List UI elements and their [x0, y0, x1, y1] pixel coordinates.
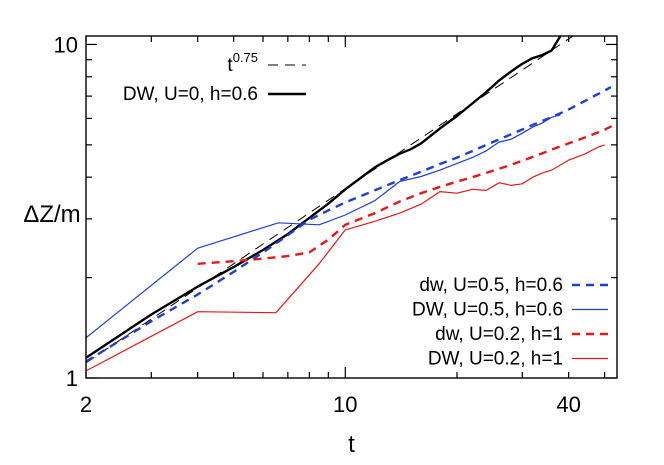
tick-labels: 2 10 40 1 10	[54, 32, 581, 417]
tick-marks	[85, 36, 617, 379]
x-axis-label: t	[348, 431, 355, 458]
legend-top: t0.75 DW, U=0, h=0.6	[123, 50, 306, 105]
y-tick-label: 1	[66, 366, 78, 391]
legend-bottom: dw, U=0.5, h=0.6 DW, U=0.5, h=0.6 dw, U=0.…	[412, 275, 608, 370]
legend-label: DW, U=0.2, h=1	[428, 349, 563, 370]
series-line	[197, 122, 617, 265]
series-line	[86, 114, 561, 339]
legend-label: DW, U=0, h=0.6	[123, 84, 258, 105]
series-line	[86, 144, 605, 372]
series-line	[86, 36, 574, 364]
series-line	[86, 36, 562, 359]
plot-frame	[85, 35, 618, 379]
legend-label: dw, U=0.5, h=0.6	[419, 275, 563, 296]
x-tick-label: 2	[80, 392, 92, 417]
x-tick-label: 10	[333, 392, 357, 417]
y-axis-label: ΔZ/m	[23, 201, 80, 228]
legend-label: DW, U=0.5, h=0.6	[412, 300, 563, 321]
y-tick-label: 10	[54, 32, 78, 57]
plot-lines	[86, 36, 617, 372]
legend-label: dw, U=0.2, h=1	[435, 324, 563, 345]
x-tick-label: 40	[556, 392, 580, 417]
series-line	[86, 86, 612, 363]
legend-label: t0.75	[227, 50, 258, 76]
